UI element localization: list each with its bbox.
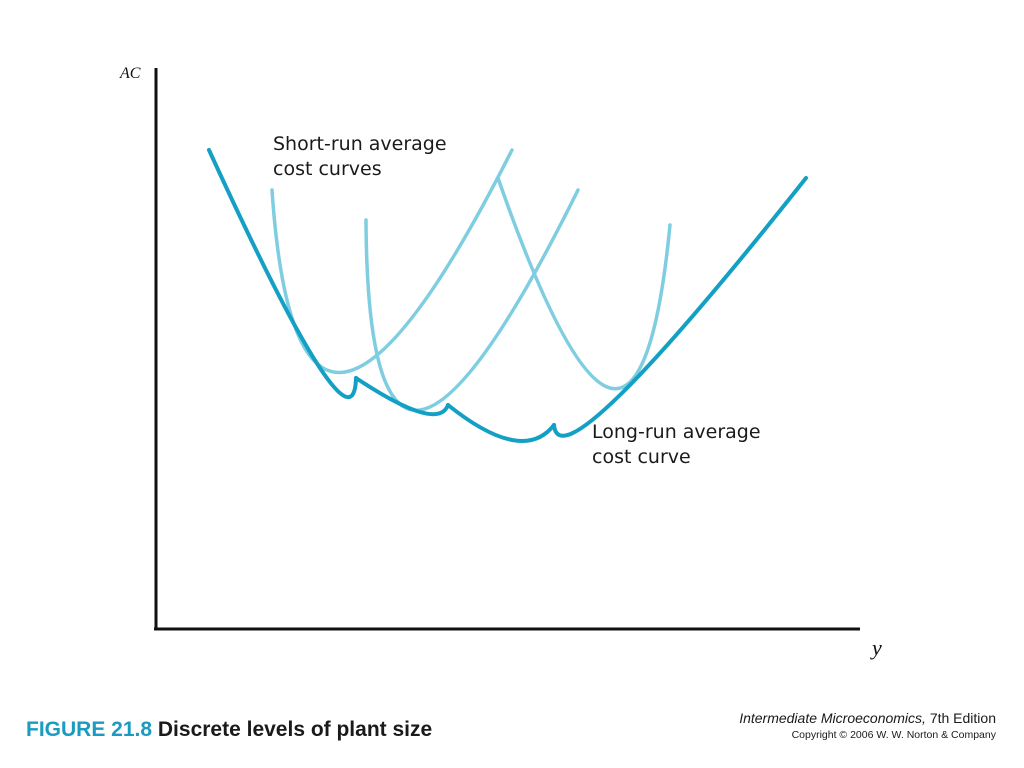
source-credit: Intermediate Microeconomics, 7th Edition… <box>739 710 996 741</box>
short-run-label-line1: Short-run average <box>273 133 447 155</box>
figure-caption: FIGURE 21.8 Discrete levels of plant siz… <box>26 718 432 742</box>
short-run-curve-sr-3 <box>496 176 672 391</box>
figure-number: FIGURE 21.8 <box>26 718 153 741</box>
curves <box>207 148 808 443</box>
short-run-curve-sr-1 <box>270 148 514 375</box>
long-run-curve-lr-4 <box>552 176 808 438</box>
y-axis-label: AC <box>119 65 141 82</box>
long-run-curve-lr-2 <box>354 376 450 417</box>
x-axis-label: y <box>870 635 882 660</box>
long-run-curve-lr-3 <box>446 403 556 443</box>
book-reference: Intermediate Microeconomics, 7th Edition <box>739 710 996 726</box>
long-run-label-line2: cost curve <box>592 446 691 468</box>
long-run-curve-lr-1 <box>207 148 358 400</box>
short-run-label-line2: cost curves <box>273 158 382 180</box>
book-title: Intermediate Microeconomics, <box>739 710 926 726</box>
copyright-notice: Copyright © 2006 W. W. Norton & Company <box>791 729 996 741</box>
book-edition: 7th Edition <box>929 710 996 726</box>
long-run-label-line1: Long-run average <box>592 421 761 443</box>
figure-title: Discrete levels of plant size <box>157 718 433 741</box>
